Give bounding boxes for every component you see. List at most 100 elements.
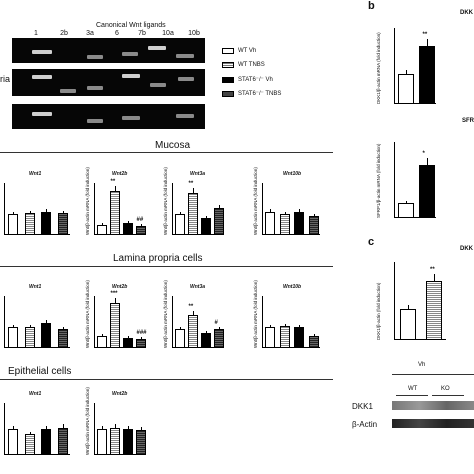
lane-label: 10b	[188, 30, 200, 37]
error-bar	[13, 324, 15, 328]
legend-item: STAT6⁻/⁻ Vh	[222, 76, 273, 83]
bar	[308, 216, 319, 235]
bar	[200, 333, 211, 348]
significance-mark: **	[430, 266, 435, 273]
error-bar	[426, 39, 428, 47]
y-axis	[94, 183, 95, 235]
blot-wt-label: WT	[408, 386, 418, 392]
error-bar	[114, 424, 116, 428]
chart-title: Wnt2b	[112, 284, 128, 290]
bar	[308, 335, 319, 348]
error-bar	[46, 425, 48, 429]
error-bar	[192, 188, 194, 194]
chart-title: Wnt1	[29, 171, 42, 177]
lane-label: 1	[34, 30, 38, 37]
chart-title: Wnt2b	[112, 391, 128, 397]
error-bar	[13, 425, 15, 429]
legend-swatch	[222, 48, 234, 54]
significance-mark: **	[188, 303, 194, 310]
error-bar	[29, 431, 31, 435]
bar	[96, 224, 107, 235]
bar	[96, 335, 107, 348]
bar	[109, 302, 120, 348]
blot-dkk1-band	[392, 401, 474, 410]
error-bar	[62, 424, 64, 428]
y-axis	[262, 183, 263, 235]
bar-chart-panel: Wnt2b Wnt/β-actin mRNA (fold induction)	[85, 387, 146, 455]
x-axis	[94, 234, 146, 235]
panel-b-title: DKK	[460, 10, 473, 16]
bar	[174, 214, 185, 235]
y-axis-label: Wnt/β-actin mRNA (fold induction)	[163, 167, 168, 235]
y-axis	[172, 183, 173, 235]
bar-chart-panel: Wnt1	[4, 171, 70, 235]
blot-bactin-band	[392, 419, 474, 428]
blot-ko-line	[432, 395, 464, 396]
y-axis-label: Wnt/β-actin mRNA (fold induction)	[85, 280, 90, 348]
y-axis-label: DKK1/β-actin mRNA (fold induction)	[376, 32, 381, 104]
error-bar	[140, 427, 142, 431]
bar-chart-panel: SFRP1/β-actin mRNA (fold induction) *	[376, 142, 436, 218]
section-title-epithelial: Epithelial cells	[8, 366, 72, 377]
panel-c-title: DKK	[460, 246, 473, 252]
bar	[265, 212, 276, 235]
bar-chart-panel: Wnt2b Wnt/β-actin mRNA (fold induction) **…	[85, 167, 146, 235]
lane-label: 7b	[138, 30, 146, 37]
panel-b-sfrp-title: SFR	[462, 118, 474, 124]
gel-left-fragment: ria	[0, 74, 11, 84]
bar	[294, 327, 305, 348]
y-axis	[94, 296, 95, 348]
bar	[96, 429, 107, 455]
significance-mark: *	[422, 151, 425, 158]
bar	[294, 212, 305, 235]
blot-ko-label: KO	[441, 386, 450, 392]
bar-chart-panel: Wnt10b Wnt/β-actin mRNA (fold induction)	[253, 167, 320, 235]
panel-letter-c: c	[368, 236, 375, 248]
bar-chart-panel: Wnt10b Wnt/β-actin mRNA (fold induction)	[253, 280, 320, 348]
error-bar	[62, 327, 64, 330]
error-bar	[270, 324, 272, 328]
error-bar	[101, 222, 103, 225]
y-axis-label: Wnt/β-actin mRNA (fold induction)	[85, 387, 90, 455]
bar	[200, 218, 211, 235]
x-axis	[394, 103, 436, 104]
y-axis	[4, 403, 5, 455]
blot-dkk1-label: DKK1	[352, 402, 373, 411]
bar	[24, 434, 35, 455]
chart-title: Wnt10b	[283, 284, 302, 290]
error-bar	[299, 324, 301, 328]
error-bar	[408, 305, 409, 309]
panel-letter-b: b	[368, 0, 375, 12]
error-bar	[140, 337, 142, 340]
x-axis	[172, 347, 224, 348]
bar	[135, 225, 146, 235]
bar-chart-panel: Wnt1	[4, 391, 70, 455]
y-axis	[4, 296, 5, 348]
legend-swatch	[222, 90, 234, 97]
error-bar	[205, 331, 207, 334]
error-bar	[405, 200, 407, 203]
bar	[418, 164, 435, 218]
error-bar	[218, 204, 220, 208]
bar	[279, 326, 290, 348]
bar	[109, 191, 120, 235]
bar-chart-panel: Wnt2b Wnt/β-actin mRNA (fold induction) **…	[85, 280, 147, 348]
error-bar	[114, 297, 116, 303]
lane-label: 3a	[86, 30, 94, 37]
bar	[57, 329, 68, 348]
y-axis-label: Wnt/β-actin mRNA (fold induction)	[163, 280, 168, 348]
bar	[426, 280, 442, 340]
bar	[122, 337, 133, 348]
error-bar	[179, 327, 181, 330]
divider	[0, 379, 333, 380]
section-title-mucosa: Mucosa	[155, 140, 191, 151]
bar	[265, 327, 276, 348]
y-axis-label: DKK1/β-actin (fold induction)	[376, 282, 381, 340]
divider	[0, 266, 333, 267]
y-axis-label: SFRP1/β-actin mRNA (fold induction)	[376, 143, 381, 218]
x-axis	[4, 347, 70, 348]
error-bar	[426, 158, 428, 165]
bar-chart-panel: Wnt3a Wnt/β-actin mRNA (fold induction) **…	[163, 280, 224, 348]
bar	[57, 213, 68, 235]
error-bar	[284, 211, 286, 215]
